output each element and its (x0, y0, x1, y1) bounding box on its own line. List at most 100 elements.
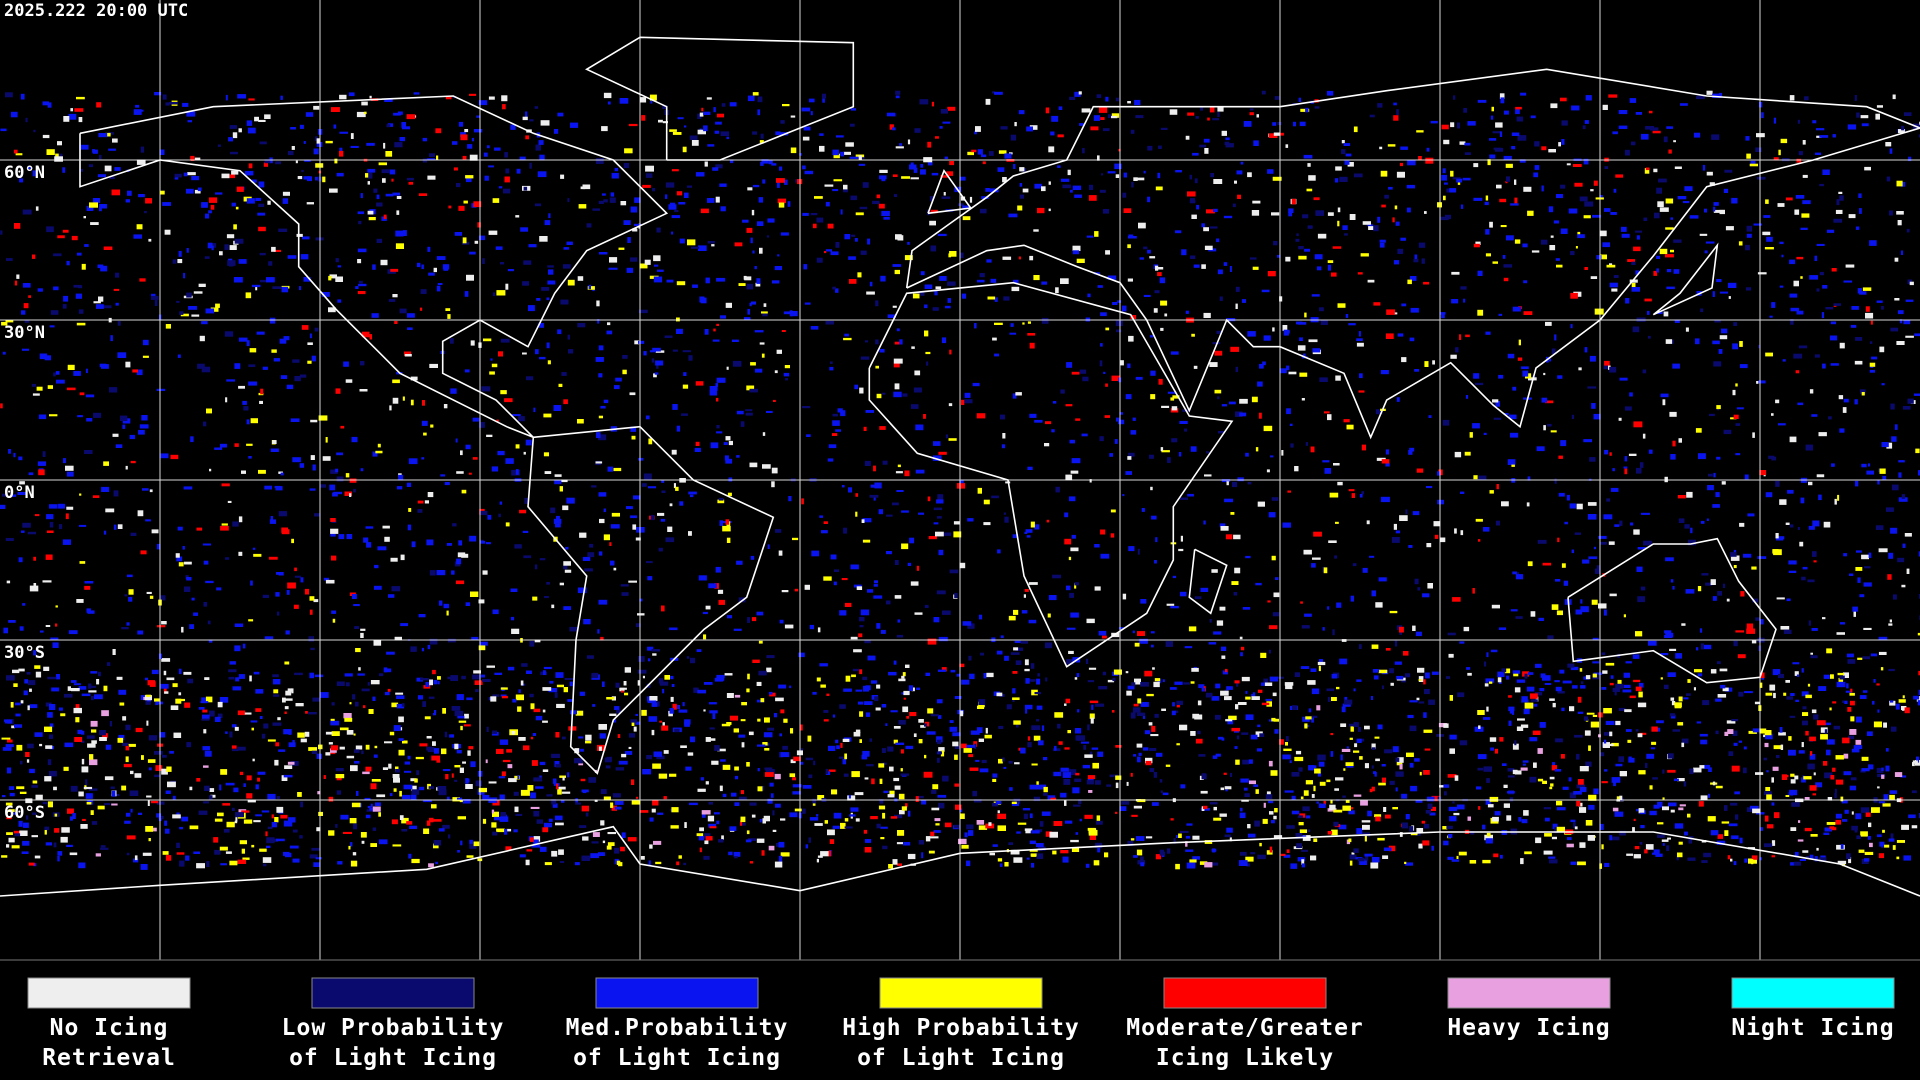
icing-speck (1499, 737, 1504, 742)
icing-speck (186, 111, 196, 117)
icing-speck (613, 567, 617, 571)
icing-speck (1728, 296, 1731, 299)
icing-speck (756, 838, 765, 843)
icing-speck (273, 694, 280, 697)
icing-speck (1087, 778, 1094, 782)
icing-speck (1491, 604, 1500, 609)
icing-speck (1612, 807, 1619, 812)
icing-speck (1226, 686, 1233, 690)
icing-speck (235, 812, 244, 818)
icing-speck (670, 825, 679, 829)
icing-speck (283, 774, 293, 778)
icing-speck (337, 299, 342, 303)
icing-speck (937, 739, 942, 745)
icing-speck (1109, 453, 1113, 457)
icing-speck (393, 725, 401, 731)
icing-speck (179, 826, 183, 830)
icing-speck (1773, 692, 1776, 699)
icing-speck (483, 338, 492, 342)
icing-speck (33, 863, 37, 867)
icing-speck (1574, 182, 1583, 187)
icing-speck (178, 668, 182, 675)
icing-speck (1013, 609, 1019, 615)
icing-speck (1699, 233, 1708, 236)
icing-speck (159, 732, 166, 738)
icing-speck (874, 580, 878, 584)
icing-speck (466, 274, 474, 281)
icing-speck (688, 802, 698, 806)
icing-speck (1585, 820, 1593, 826)
icing-speck (242, 643, 246, 649)
icing-speck (1425, 672, 1430, 679)
icing-speck (697, 245, 707, 251)
icing-speck (579, 691, 585, 696)
icing-speck (411, 541, 416, 548)
icing-speck (176, 842, 180, 848)
icing-speck (902, 706, 909, 713)
icing-speck (1459, 740, 1468, 746)
icing-speck (1447, 856, 1454, 860)
icing-speck (1554, 769, 1562, 772)
icing-speck (897, 830, 905, 836)
icing-speck (1802, 712, 1809, 716)
icing-speck (1674, 702, 1682, 708)
icing-speck (388, 594, 395, 598)
icing-speck (454, 765, 461, 768)
icing-speck (952, 732, 961, 737)
icing-speck (1066, 585, 1071, 591)
icing-speck (162, 851, 169, 855)
icing-speck (354, 761, 360, 764)
icing-speck (915, 796, 919, 802)
icing-speck (1814, 856, 1818, 862)
icing-speck (1489, 490, 1494, 494)
icing-speck (1099, 360, 1103, 367)
icing-speck (1176, 743, 1180, 746)
icing-speck (1105, 383, 1108, 387)
icing-speck (392, 294, 398, 298)
icing-speck (93, 301, 101, 304)
icing-speck (914, 612, 923, 615)
icing-speck (1140, 856, 1144, 863)
icing-speck (349, 702, 352, 705)
icing-speck (1758, 380, 1766, 384)
icing-speck (1777, 423, 1786, 426)
icing-speck (1538, 617, 1544, 621)
icing-speck (1900, 250, 1903, 255)
icing-speck (1485, 331, 1491, 335)
icing-speck (1477, 309, 1484, 316)
icing-speck (117, 737, 124, 743)
icing-speck (745, 409, 753, 412)
icing-speck (27, 705, 30, 711)
icing-speck (1334, 555, 1338, 559)
icing-speck (1752, 808, 1761, 814)
icing-speck (936, 499, 944, 504)
icing-speck (1561, 707, 1565, 712)
icing-speck (992, 773, 998, 778)
icing-speck (824, 251, 827, 254)
icing-speck (272, 286, 282, 289)
icing-speck (112, 649, 116, 655)
icing-speck (766, 667, 772, 673)
icing-speck (630, 719, 638, 723)
icing-speck (1172, 702, 1175, 707)
icing-speck (1304, 613, 1312, 617)
icing-speck (1374, 814, 1382, 818)
icing-speck (1273, 835, 1283, 839)
icing-speck (350, 842, 353, 847)
icing-speck (1771, 413, 1774, 416)
icing-speck (1706, 518, 1709, 521)
icing-speck (837, 408, 843, 413)
icing-speck (1130, 430, 1137, 435)
icing-speck (1183, 682, 1190, 685)
icing-speck (321, 292, 330, 297)
icing-speck (1649, 785, 1653, 790)
icing-speck (55, 623, 58, 627)
icing-speck (569, 626, 579, 632)
icing-speck (431, 804, 437, 809)
icing-speck (1661, 839, 1669, 842)
icing-speck (676, 425, 681, 432)
icing-speck (1774, 812, 1780, 819)
icing-speck (344, 673, 353, 677)
icing-speck (64, 742, 74, 748)
icing-speck (82, 818, 86, 821)
